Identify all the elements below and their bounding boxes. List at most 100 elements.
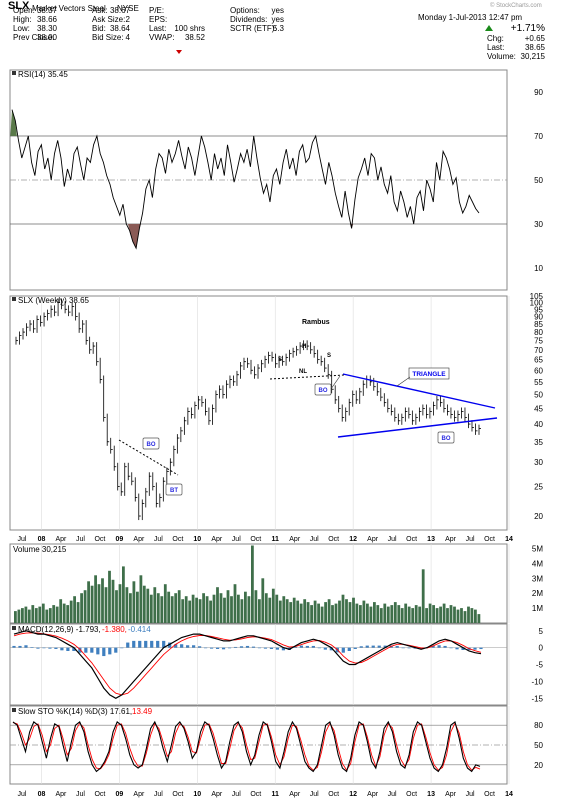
volume-bar [174,593,178,623]
macd-histogram-bar [42,647,46,649]
volume-bar [313,600,317,623]
macd-histogram-bar [120,647,124,649]
sto-d-line [12,722,481,771]
sto-x-tick-label: 11 [272,791,280,798]
volume-bar [425,608,428,623]
price-x-tick-label: Oct [406,536,417,543]
price-tick-label: 100 [530,298,544,307]
sto-x-tick-label: 09 [116,791,124,798]
macd-histogram-bar [60,647,64,651]
sto-x-tick-label: Apr [133,791,145,798]
quote-label: Low: [13,24,30,33]
volume-bar [24,606,28,623]
volume-bar [17,609,21,623]
volume-bar [303,599,307,623]
price-x-tick-label: 08 [38,536,46,543]
volume-bar [83,590,87,623]
macd-histogram-bar [150,640,154,648]
volume-bar [73,596,76,623]
sto-x-tick-label: 08 [38,791,46,798]
options-label: SCTR (ETF): [230,24,277,33]
macd-histogram-bar [126,642,130,648]
price-x-tick-label: Oct [94,536,105,543]
macd-histogram-bar [347,647,351,651]
macd-histogram-bar [395,645,399,648]
volume-tick-label: 3M [532,574,543,583]
panel-frame-macd [9,623,508,706]
annotation-right-shoulder: S [327,353,331,359]
sto-x-tick-label: Jul [76,791,85,798]
options-value: yes [272,15,284,24]
macd-tick-label: -5 [536,661,544,670]
volume-bar [362,600,366,623]
sto-x-tick-label: 12 [349,791,357,798]
volume-bar [474,609,477,623]
price-x-tick-label: Apr [289,536,301,543]
volume-bar [411,608,415,623]
macd-histogram-bar [269,647,274,649]
price-x-tick-label: Jul [18,536,27,543]
macd-histogram-bar [323,647,327,650]
macd-histogram-bar [18,645,22,648]
quote-label: High: [13,15,32,24]
volume-bar [477,614,481,623]
macd-histogram-bar [293,646,297,648]
volume-bar [393,602,397,623]
price-x-tick-label: Oct [172,536,183,543]
volume-bar [181,599,185,623]
macd-histogram-bar [455,647,459,650]
macd-histogram-bar [305,645,309,648]
quote-value: 38.00 [37,33,58,42]
volume-bar [352,597,355,623]
volume-bar [345,599,348,623]
macd-histogram-bar [371,645,375,648]
down-arrow-icon [176,50,182,54]
annotation-breakout-2-box [142,437,160,450]
volume-bar [48,608,52,623]
macd-title-hist: -0.414 [128,625,151,634]
macd-histogram-bar [479,647,483,650]
price-x-tick-label: Oct [250,536,261,543]
volume-bar [191,594,195,623]
price-tick-label: 70 [534,346,543,355]
price-tick-label: 60 [534,366,543,375]
macd-tick-label: 0 [539,644,544,653]
volume-tick-label: 2M [532,589,543,598]
volume-bar [101,578,104,623]
volume-bar [366,603,369,623]
volume-bar [463,611,467,623]
volume-bar [414,605,418,623]
volume-bar [251,545,254,623]
annotation-triangle: TRIANGLE [412,371,446,378]
volume-bar [379,608,383,623]
sto-title-d: 13.49 [132,707,153,716]
price-x-tick-label: Jul [388,536,397,543]
price-tick-label: 20 [534,512,543,521]
volume-bar [390,605,394,623]
volume-bar [122,566,125,623]
macd-histogram-bar [156,640,160,648]
volume-bar [244,591,247,623]
price-title: SLX (Weekly) 38.65 [18,296,90,305]
instrument-name: Market Vectors Steel [32,4,106,13]
price-x-tick-label: 09 [116,536,124,543]
volume-tick-label: 1M [532,604,543,613]
macd-histogram-bar [443,645,447,648]
price-x-tick-label: Apr [56,536,68,543]
macd-histogram-bar [257,647,262,649]
price-x-tick-label: Apr [211,536,223,543]
macd-histogram-bar [72,647,76,651]
exchange: NYSE [117,4,139,13]
macd-histogram-bar [180,644,184,648]
annotation-backtest: BT [170,488,178,494]
sto-x-tick-label: Jul [232,791,241,798]
book-value: 38.64 [110,24,131,33]
volume-bar [69,600,73,623]
volume-bar [87,581,90,623]
volume-bar [27,609,31,623]
macd-histogram-bar [102,647,106,657]
volume-bar [21,608,24,623]
macd-histogram-bar [245,645,250,648]
macd-histogram-bar [437,645,441,648]
